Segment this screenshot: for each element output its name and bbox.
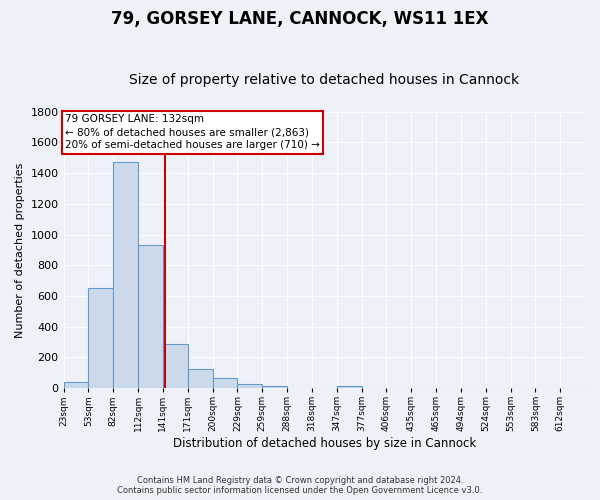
Text: Contains HM Land Registry data © Crown copyright and database right 2024.
Contai: Contains HM Land Registry data © Crown c…	[118, 476, 482, 495]
X-axis label: Distribution of detached houses by size in Cannock: Distribution of detached houses by size …	[173, 437, 476, 450]
Bar	[64, 382, 88, 388]
Bar	[138, 244, 163, 388]
Title: Size of property relative to detached houses in Cannock: Size of property relative to detached ho…	[129, 73, 520, 87]
Bar	[262, 386, 287, 388]
Bar	[88, 288, 113, 388]
Bar	[337, 386, 362, 388]
Bar	[113, 162, 138, 388]
Bar	[212, 378, 238, 388]
Y-axis label: Number of detached properties: Number of detached properties	[15, 162, 25, 338]
Bar	[188, 369, 212, 388]
Text: 79, GORSEY LANE, CANNOCK, WS11 1EX: 79, GORSEY LANE, CANNOCK, WS11 1EX	[111, 10, 489, 28]
Text: 79 GORSEY LANE: 132sqm
← 80% of detached houses are smaller (2,863)
20% of semi-: 79 GORSEY LANE: 132sqm ← 80% of detached…	[65, 114, 320, 150]
Bar	[238, 384, 262, 388]
Bar	[163, 344, 188, 388]
